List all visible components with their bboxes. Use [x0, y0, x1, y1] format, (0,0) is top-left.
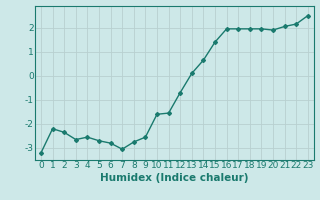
X-axis label: Humidex (Indice chaleur): Humidex (Indice chaleur) — [100, 173, 249, 183]
